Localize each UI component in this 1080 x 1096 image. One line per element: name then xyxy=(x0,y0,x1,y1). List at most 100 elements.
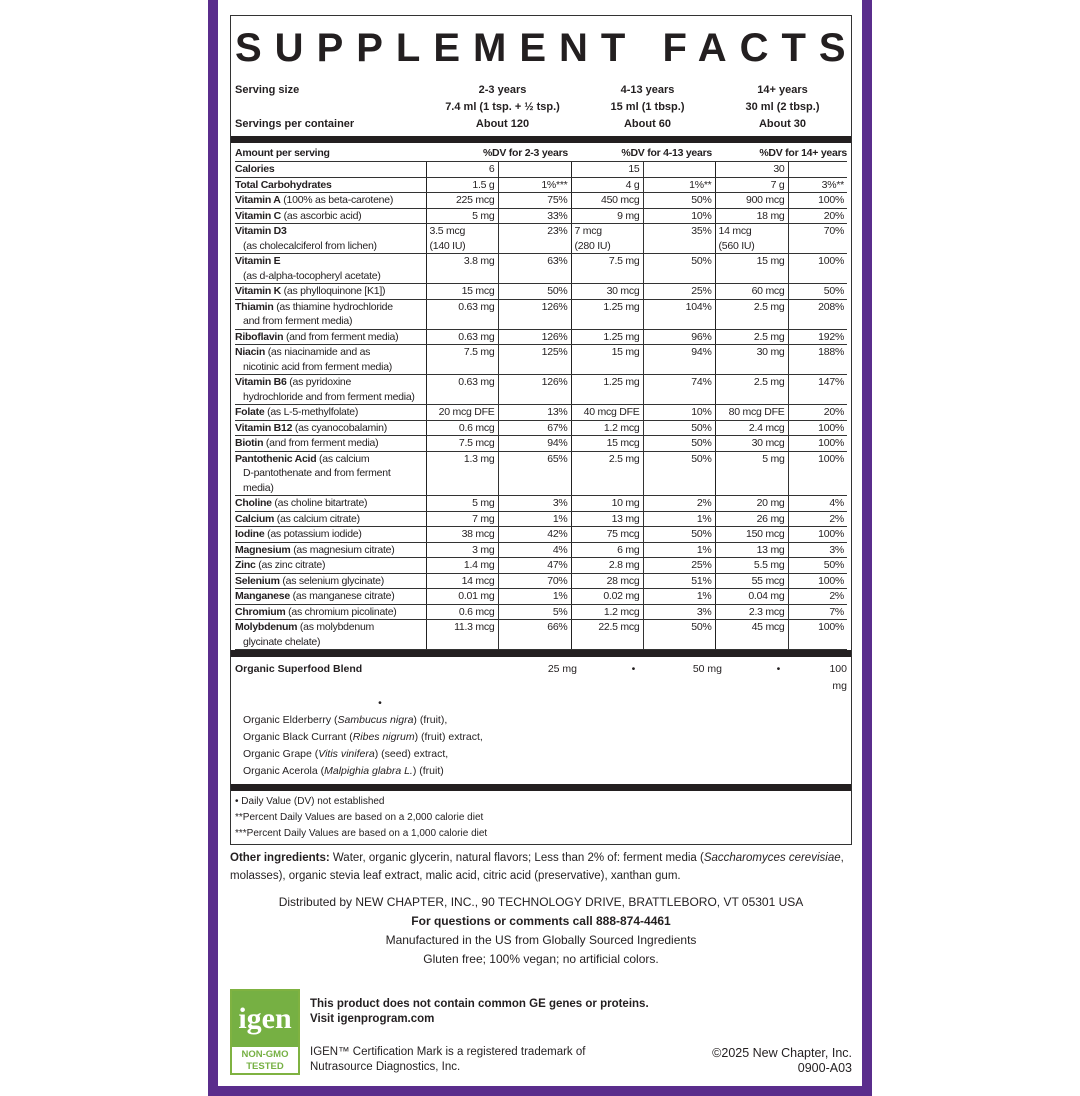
amount-cell: 0.63 mg xyxy=(425,374,498,405)
amount-cell: 2.5 mg xyxy=(714,329,789,345)
amount-cell: 7.5 mg xyxy=(570,253,644,284)
dv-cell: 70% xyxy=(787,223,848,254)
blend-amount: 100 mg xyxy=(829,663,847,692)
dv-cell: 3% xyxy=(787,542,848,558)
blend-dv: • xyxy=(378,697,382,709)
nutrient-name: Magnesium (as magnesium citrate) xyxy=(235,542,426,558)
nutrient-name: Zinc (as zinc citrate) xyxy=(235,557,426,574)
dv-header-1: %DV for 2-3 years xyxy=(426,143,572,162)
age-group: 2-3 years xyxy=(478,84,527,96)
dv-cell: 50% xyxy=(642,451,716,496)
blend-ingredient: Organic Black Currant (Ribes nigrum) (fr… xyxy=(243,731,483,743)
amount-cell: 1.2 mcg xyxy=(570,604,644,620)
amount-cell: 14 mcg xyxy=(425,573,498,589)
copyright: ©2025 New Chapter, Inc. xyxy=(712,1046,852,1060)
amount-cell: 225 mcg xyxy=(425,192,498,209)
nutrient-row: Choline (as choline bitartrate) 5 mg 3% 10 … xyxy=(235,495,848,512)
amount-cell: 2.8 mg xyxy=(570,557,644,574)
table-header: Amount per serving %DV for 2-3 years %DV… xyxy=(235,143,847,162)
amount-cell: 18 mg xyxy=(714,208,789,224)
amount-cell: 0.6 mcg xyxy=(425,420,498,436)
blend-amount: 50 mg xyxy=(692,663,722,675)
amount-cell: 30 mcg xyxy=(714,435,789,452)
dv-cell: 13% xyxy=(497,404,572,421)
amount-cell: 1.25 mg xyxy=(570,329,644,345)
dv-cell: 3%** xyxy=(787,177,848,193)
blend-amount: 25 mg xyxy=(547,663,577,675)
dv-cell: 20% xyxy=(787,404,848,421)
amount-cell: 28 mcg xyxy=(570,573,644,589)
nutrient-name: Pantothenic Acid (as calcium D-pantothena… xyxy=(235,451,426,496)
nutrient-row: Magnesium (as magnesium citrate) 3 mg 4% 6 … xyxy=(235,542,848,558)
dv-cell: 42% xyxy=(497,526,572,543)
igen-text: This product does not contain common GE … xyxy=(310,989,702,1075)
servings-count: About 30 xyxy=(758,118,807,130)
dv-cell: 50% xyxy=(642,435,716,452)
nutrient-row: Vitamin A (100% as beta-carotene) 225 mcg… xyxy=(235,192,848,209)
dv-cell: 126% xyxy=(497,299,572,330)
dv-cell: 2% xyxy=(642,495,716,512)
nutrient-name: Choline (as choline bitartrate) xyxy=(235,495,426,512)
dv-cell: 50% xyxy=(787,557,848,574)
nutrient-row: Niacin (as niacinamide and as nicotinic a… xyxy=(235,344,848,375)
nutrient-row: Selenium (as selenium glycinate) 14 mcg 70… xyxy=(235,573,848,589)
amount-cell: 30 mg xyxy=(714,344,789,375)
amount-cell: 26 mg xyxy=(714,511,789,527)
ingredients-text: , molasses), organic stevia leaf extract… xyxy=(230,852,844,882)
serving-info: Serving size 2-3 years 4-13 years 14+ ye… xyxy=(235,82,847,133)
dv-cell: 51% xyxy=(642,573,716,589)
amount-cell: 30 mcg xyxy=(570,283,644,300)
dv-cell: 75% xyxy=(497,192,572,209)
amount-cell: 5 mg xyxy=(714,451,789,496)
divider-bar xyxy=(231,136,851,143)
servings-count: About 120 xyxy=(475,118,530,130)
nutrient-name: Folate (as L-5-methylfolate) xyxy=(235,404,426,421)
dv-cell: 96% xyxy=(642,329,716,345)
dv-cell: 67% xyxy=(497,420,572,436)
nutrient-row: Vitamin B6 (as pyridoxine hydrochloride a… xyxy=(235,374,848,405)
nutrient-name: Calcium (as calcium citrate) xyxy=(235,511,426,527)
other-ingredients-label: Other ingredients: xyxy=(230,852,330,864)
amount-cell: 0.63 mg xyxy=(425,299,498,330)
superfood-blend: Organic Superfood Blend 25 mg • 50 mg • … xyxy=(235,657,847,712)
dv-cell: 1% xyxy=(497,588,572,605)
nutrient-name: Vitamin B6 (as pyridoxine hydrochloride a… xyxy=(235,374,426,405)
amount-cell: 15 mg xyxy=(714,253,789,284)
blend-dv: • xyxy=(776,663,781,675)
amount-cell: 7 mg xyxy=(425,511,498,527)
footnotes: • Daily Value (DV) not established **Per… xyxy=(235,791,847,842)
serving-size: 30 ml (2 tbsp.) xyxy=(745,101,820,113)
nutrient-row: Molybdenum (as molybdenum glycinate chela… xyxy=(235,619,848,650)
nutrient-name: Thiamin (as thiamine hydrochloride and fr… xyxy=(235,299,426,330)
blend-name: Organic Superfood Blend xyxy=(235,663,363,675)
amount-cell: 1.5 g xyxy=(425,177,498,193)
dv-cell: 63% xyxy=(497,253,572,284)
dv-cell: 50% xyxy=(497,283,572,300)
amount-cell: 55 mcg xyxy=(714,573,789,589)
copyright-block: ©2025 New Chapter, Inc. 0900-A03 xyxy=(712,989,852,1076)
dv-cell: 125% xyxy=(497,344,572,375)
nutrient-row: Biotin (and from ferment media) 7.5 mcg 94… xyxy=(235,435,848,452)
dv-cell: 50% xyxy=(642,420,716,436)
dv-cell: 94% xyxy=(642,344,716,375)
page-title: SUPPLEMENT FACTS xyxy=(235,26,859,70)
nutrient-row: Pantothenic Acid (as calcium D-pantothena… xyxy=(235,451,848,496)
amount-cell: 0.63 mg xyxy=(425,329,498,345)
nutrient-row: Calories 6 15 30 xyxy=(235,161,848,178)
dv-cell: 65% xyxy=(497,451,572,496)
footer: igen NON-GMO TESTED This product does not… xyxy=(230,989,852,1076)
amount-cell: 15 mcg xyxy=(570,435,644,452)
amount-cell: 38 mcg xyxy=(425,526,498,543)
servings-per-container-label: Servings per container xyxy=(235,118,355,130)
dv-cell: 10% xyxy=(642,208,716,224)
nutrient-row: Iodine (as potassium iodide) 38 mcg 42% 75 … xyxy=(235,526,848,543)
nutrient-table: Amount per serving %DV for 2-3 years %DV… xyxy=(235,143,847,650)
dv-cell: 104% xyxy=(642,299,716,330)
nutrient-name: Total Carbohydrates xyxy=(235,177,426,193)
amount-cell: 75 mcg xyxy=(570,526,644,543)
serving-size: 7.4 ml (1 tsp. + ½ tsp.) xyxy=(445,101,560,113)
dv-cell: 100% xyxy=(787,420,848,436)
nutrient-row: Riboflavin (and from ferment media) 0.63 … xyxy=(235,329,848,345)
amount-cell: 0.01 mg xyxy=(425,588,498,605)
